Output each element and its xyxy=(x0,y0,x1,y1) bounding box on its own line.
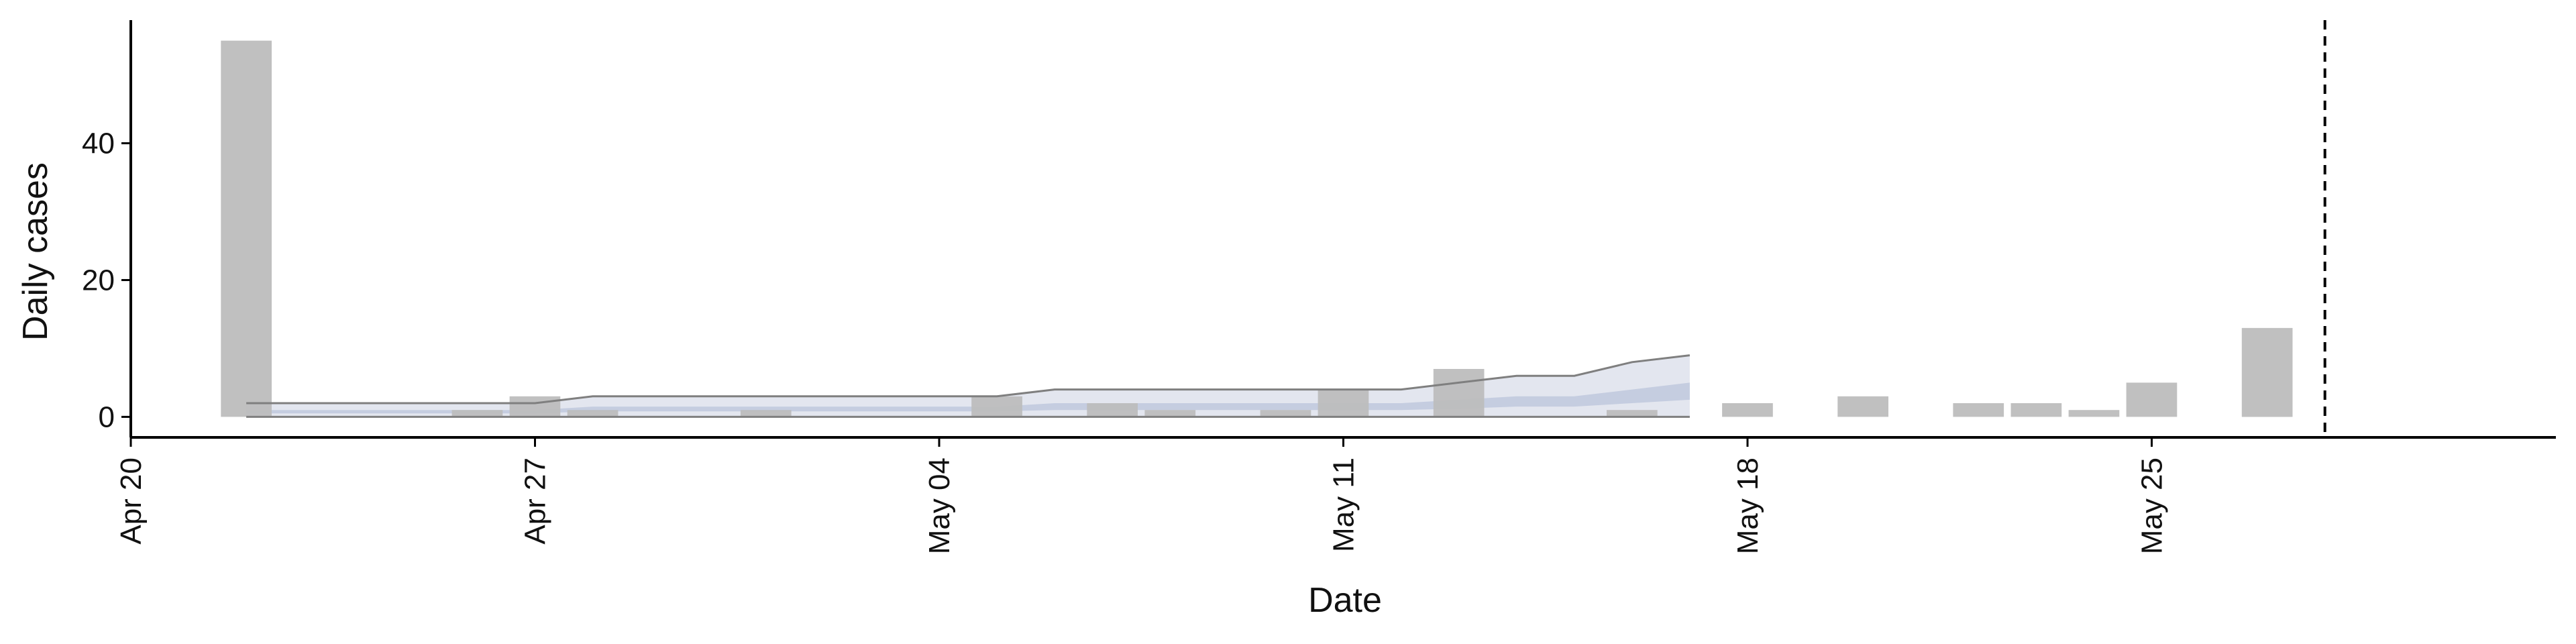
y-axis-title: Daily cases xyxy=(16,162,55,341)
bar xyxy=(1260,410,1311,417)
axes: 0 20 40 Apr 20 Apr 27 May 04 May 11 May 18 May 2… xyxy=(82,20,2556,554)
nowcast-upper-line xyxy=(246,354,1690,405)
bar xyxy=(2241,327,2293,417)
bar xyxy=(740,410,792,417)
bar xyxy=(221,40,272,417)
nowcast-lines xyxy=(246,354,1690,418)
y-tick-label: 20 xyxy=(82,264,115,297)
y-tick-label: 0 xyxy=(99,400,115,433)
bar xyxy=(2126,382,2178,417)
bar xyxy=(451,410,503,417)
bar xyxy=(1837,396,1888,417)
bar xyxy=(509,396,561,417)
bar xyxy=(971,396,1022,417)
bar xyxy=(1318,389,1369,417)
bar xyxy=(1722,403,1773,417)
bar xyxy=(2068,410,2120,417)
bar xyxy=(1144,410,1196,417)
bar xyxy=(1087,403,1138,417)
bar xyxy=(1433,369,1485,417)
bar xyxy=(1953,403,2004,417)
bar xyxy=(1607,410,1658,417)
x-tick-label: Apr 20 xyxy=(115,458,148,545)
x-tick-label: Apr 27 xyxy=(519,458,552,545)
x-tick-label: May 04 xyxy=(923,458,956,554)
bar xyxy=(567,410,619,417)
x-tick-label: May 11 xyxy=(1328,458,1360,552)
x-tick-label: May 18 xyxy=(1731,458,1764,554)
x-axis-title: Date xyxy=(1308,581,1382,620)
bars xyxy=(221,40,2293,417)
x-tick-label: May 25 xyxy=(2136,458,2169,554)
y-tick-label: 40 xyxy=(82,127,115,160)
bar xyxy=(2010,403,2062,417)
